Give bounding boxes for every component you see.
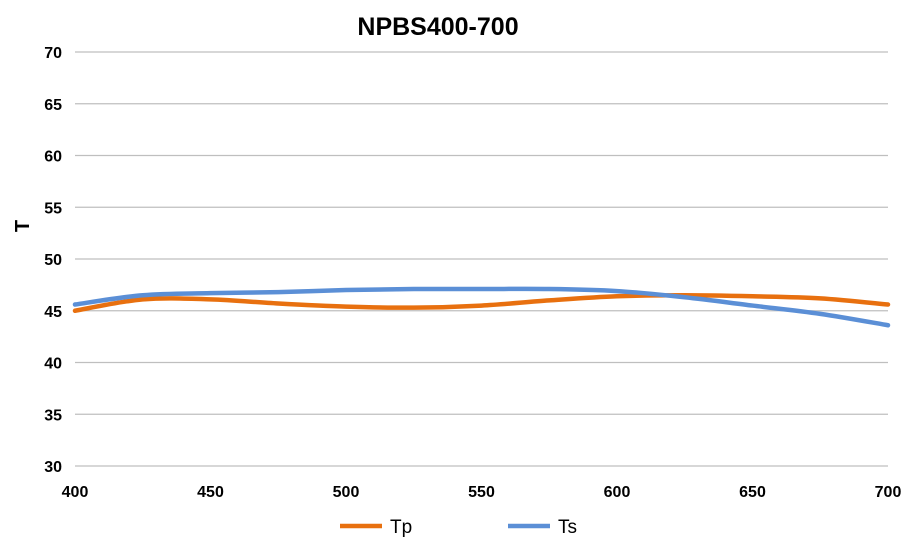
y-tick-label: 40: [44, 356, 62, 373]
x-tick-label: 450: [197, 484, 224, 501]
series-line-tp: [72, 292, 891, 313]
x-tick-label: 700: [875, 484, 902, 501]
y-tick-label: 65: [44, 97, 62, 114]
x-tick-label: 500: [333, 484, 360, 501]
x-tick-label: 550: [468, 484, 495, 501]
x-tick-label: 600: [604, 484, 631, 501]
y-tick-label: 70: [44, 45, 62, 62]
y-tick-label: 30: [44, 459, 62, 476]
y-tick-label: 60: [44, 149, 62, 166]
x-tick-label: 400: [62, 484, 89, 501]
y-tick-label: 50: [44, 252, 62, 269]
series-line-ts: [72, 286, 891, 328]
y-axis-label: T: [12, 220, 34, 232]
legend-label-tp: Tp: [390, 517, 412, 538]
y-tick-label: 55: [44, 200, 62, 217]
legend-label-ts: Ts: [558, 517, 577, 538]
x-tick-label: 650: [739, 484, 766, 501]
y-tick-label: 35: [44, 407, 62, 424]
chart-title: NPBS400-700: [357, 13, 518, 41]
y-tick-label: 45: [44, 304, 62, 321]
